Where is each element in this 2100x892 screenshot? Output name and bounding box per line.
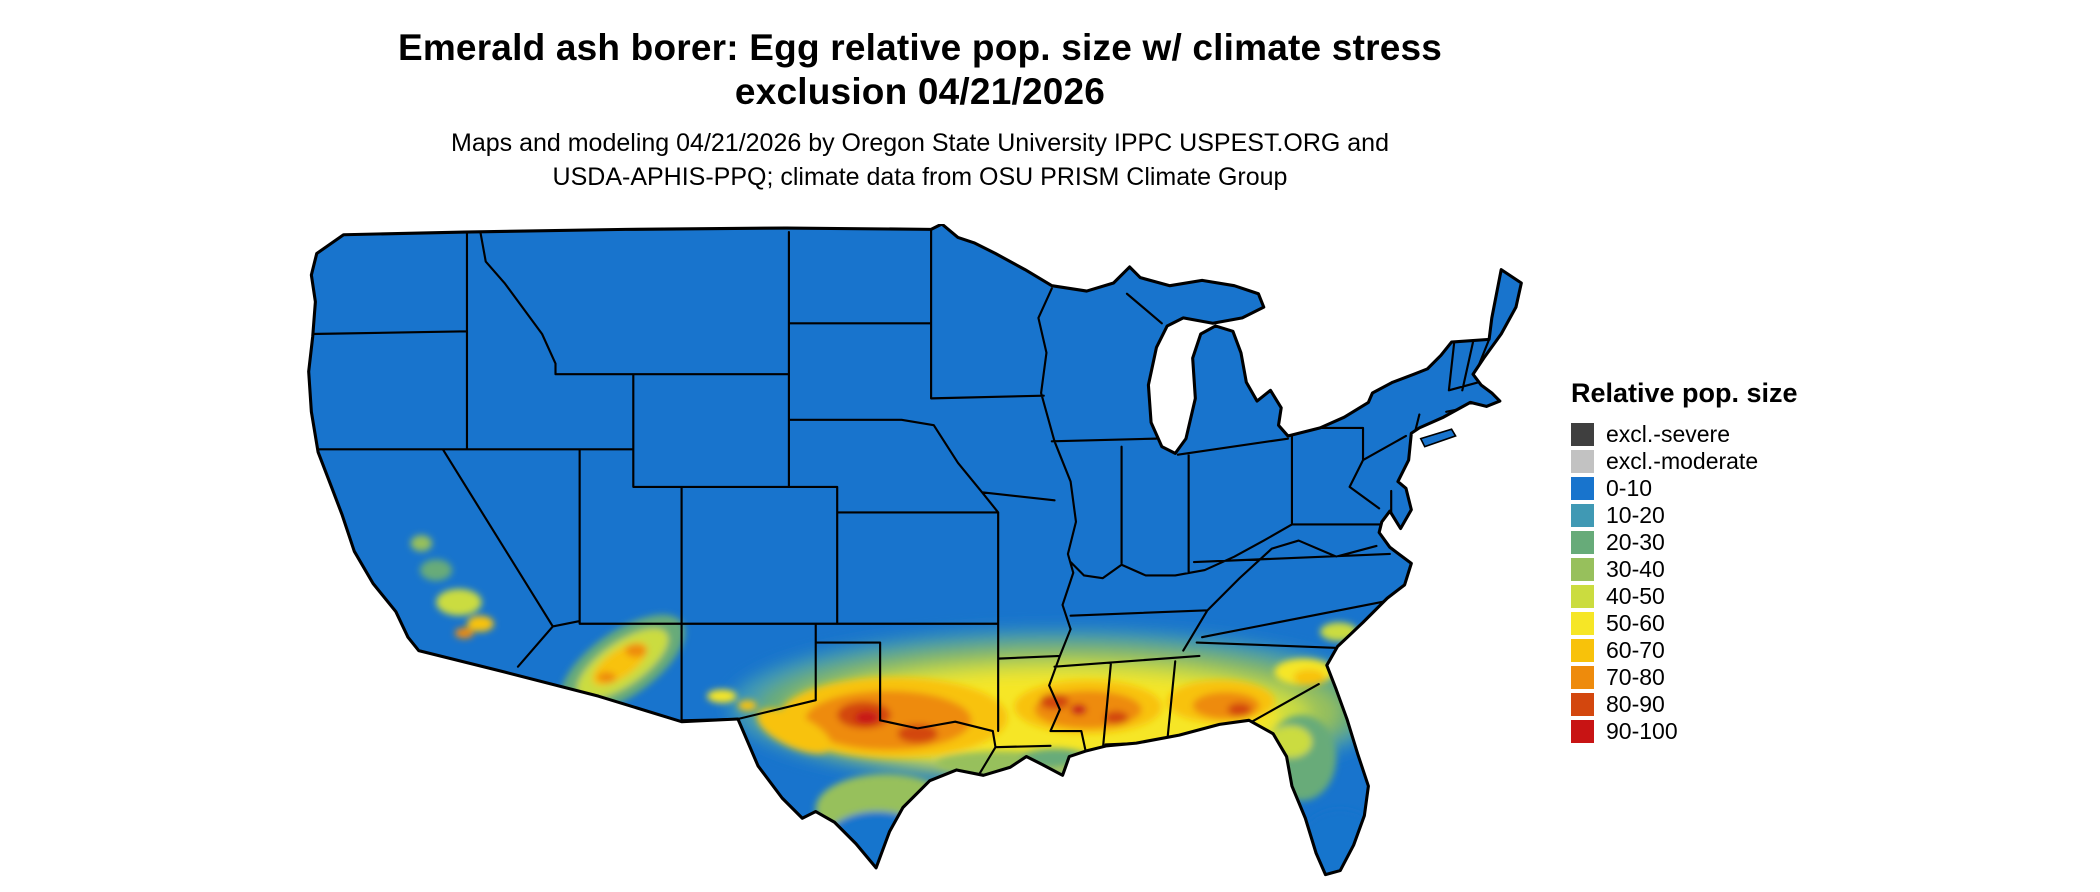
legend-label: 90-100 xyxy=(1606,718,1678,744)
heat-blob-new-mexico-60-70 xyxy=(737,700,757,711)
heat-blob-new-mexico-50-60 xyxy=(707,689,737,703)
subtitle: Maps and modeling 04/21/2026 by Oregon S… xyxy=(0,126,1840,194)
subtitle-line-1: Maps and modeling 04/21/2026 by Oregon S… xyxy=(451,129,1389,157)
heat-blob-louisiana-80-90 xyxy=(1039,693,1070,710)
heat-blob-socal-40-50 xyxy=(436,588,482,616)
legend-swatch xyxy=(1571,450,1594,473)
heat-blob-georgia-80-90 xyxy=(1227,702,1252,717)
legend-swatch xyxy=(1571,504,1594,527)
legend-label: 10-20 xyxy=(1606,502,1665,528)
state-borders-layer xyxy=(310,228,1491,776)
legend-items: excl.-severe excl.-moderate 0-10 10-20 xyxy=(1571,421,1798,745)
page-title-line-1: Emerald ash borer: Egg relative pop. siz… xyxy=(397,27,1443,68)
legend-swatch xyxy=(1571,693,1594,716)
legend-swatch xyxy=(1571,558,1594,581)
heat-blob-socal-60-70 xyxy=(466,615,494,632)
heat-blob-texas-80-90-b xyxy=(897,724,938,744)
legend-title: Relative pop. size xyxy=(1571,378,1798,408)
heat-blob-south-florida-0-10 xyxy=(1297,808,1384,875)
legend-item: 80-90 xyxy=(1571,691,1798,718)
legend-item: 90-100 xyxy=(1571,718,1798,745)
heat-blob-california-30-40 xyxy=(410,535,433,552)
legend-label: 30-40 xyxy=(1606,556,1665,582)
heat-blob-florida-20-30 xyxy=(1266,714,1337,801)
legend-swatch xyxy=(1571,639,1594,662)
legend-item: 10-20 xyxy=(1571,502,1798,529)
legend-label: 0-10 xyxy=(1606,475,1653,501)
heat-blob-alabama-80-90 xyxy=(1104,710,1129,725)
heat-blob-south-carolina-60-70 xyxy=(1293,669,1326,686)
legend: Relative pop. size excl.-severe excl.-mo… xyxy=(1571,378,1798,745)
heat-blob-north-florida-40-50 xyxy=(1269,725,1313,758)
legend-item: 30-40 xyxy=(1571,556,1798,583)
us-map xyxy=(307,224,1523,877)
legend-item: excl.-severe xyxy=(1571,421,1798,448)
heat-blob-central-california-20-30 xyxy=(420,559,453,581)
legend-swatch xyxy=(1571,666,1594,689)
legend-swatch xyxy=(1571,612,1594,635)
legend-swatch xyxy=(1571,720,1594,743)
header: Emerald ash borer: Egg relative pop. siz… xyxy=(0,26,1840,194)
legend-label: 40-50 xyxy=(1606,583,1665,609)
legend-item: 40-50 xyxy=(1571,583,1798,610)
legend-label: excl.-severe xyxy=(1606,421,1730,447)
legend-label: excl.-moderate xyxy=(1606,448,1759,474)
state-borders xyxy=(310,228,1491,776)
heat-blob-georgia-70-80 xyxy=(1192,692,1260,719)
legend-item: excl.-moderate xyxy=(1571,448,1798,475)
legend-item: 20-30 xyxy=(1571,529,1798,556)
heat-blob-west-texas-60-70 xyxy=(757,708,832,754)
heat-blob-arizona-70-80 xyxy=(625,643,647,658)
legend-label: 60-70 xyxy=(1606,637,1665,663)
legend-label: 20-30 xyxy=(1606,529,1665,555)
legend-swatch xyxy=(1571,477,1594,500)
legend-item: 60-70 xyxy=(1571,637,1798,664)
heat-blob-socal-70-80 xyxy=(454,627,474,639)
legend-swatch xyxy=(1571,423,1594,446)
legend-swatch xyxy=(1571,585,1594,608)
legend-label: 50-60 xyxy=(1606,610,1665,636)
heat-blob-texas-90-100 xyxy=(854,710,879,725)
long-island xyxy=(1419,428,1457,448)
legend-item: 70-80 xyxy=(1571,664,1798,691)
heat-blob-mississippi-90-100 xyxy=(1070,704,1087,715)
legend-swatch xyxy=(1571,531,1594,554)
legend-item: 0-10 xyxy=(1571,475,1798,502)
legend-label: 70-80 xyxy=(1606,664,1665,690)
page-title-line-2: exclusion 04/21/2026 xyxy=(734,71,1106,112)
legend-item: 50-60 xyxy=(1571,610,1798,637)
heat-blob-arizona-70-80-b xyxy=(597,672,616,683)
subtitle-line-2: USDA-APHIS-PPQ; climate data from OSU PR… xyxy=(552,163,1288,191)
legend-label: 80-90 xyxy=(1606,691,1665,717)
map-canvas xyxy=(303,224,1527,888)
